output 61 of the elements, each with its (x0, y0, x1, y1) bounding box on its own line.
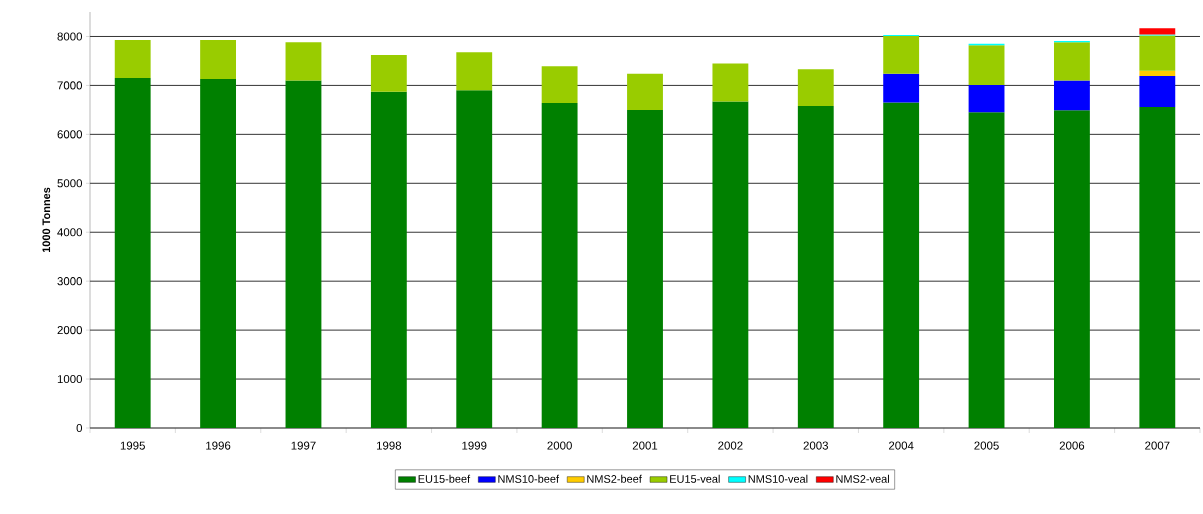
bar (1139, 70, 1176, 77)
bar (1139, 28, 1176, 35)
bar (627, 73, 663, 110)
bar (285, 42, 322, 81)
x-tick-label: 2005 (974, 441, 999, 450)
bar (1139, 76, 1176, 107)
x-tick-label: 1996 (206, 441, 231, 450)
bar (627, 109, 663, 428)
y-tick-label: 3000 (57, 277, 83, 286)
bar (712, 63, 749, 102)
bar (1054, 80, 1090, 111)
x-tick-label: 2003 (803, 441, 828, 450)
legend-label: EU15-beef (418, 474, 471, 483)
bar (114, 78, 151, 428)
bar (370, 91, 407, 428)
y-tick-label: 2000 (57, 326, 83, 335)
x-tick-label: 2000 (547, 441, 572, 450)
legend-label: NMS2-veal (836, 474, 889, 483)
legend-label: NMS10-veal (748, 474, 808, 483)
y-tick-label: 5000 (57, 179, 83, 188)
y-tick-label: 1000 (57, 375, 83, 384)
bar (968, 84, 1005, 113)
bar (883, 73, 920, 103)
legend-label: NMS2-beef (587, 474, 642, 483)
bar (541, 103, 578, 428)
bar (285, 80, 322, 428)
bar (541, 66, 578, 104)
bar (456, 52, 493, 91)
bar (883, 35, 920, 74)
x-tick-label: 2001 (632, 441, 658, 450)
legend-label: EU15-veal (670, 474, 720, 483)
x-tick-label: 1998 (376, 441, 402, 450)
bar (797, 69, 834, 106)
legend-label: NMS10-beef (498, 474, 560, 483)
bar (456, 90, 493, 428)
bar (1054, 110, 1090, 428)
bar (883, 102, 920, 428)
bar (968, 112, 1005, 428)
bar (712, 101, 749, 428)
bar (1139, 106, 1176, 428)
y-tick-label: 8000 (57, 32, 83, 41)
x-tick-label: 1995 (120, 441, 145, 450)
bar (1139, 35, 1176, 71)
bar (968, 45, 1005, 85)
bar (114, 39, 151, 79)
x-tick-label: 2004 (888, 441, 914, 450)
bar (1054, 42, 1090, 81)
x-tick-label: 1997 (291, 441, 316, 450)
y-tick-label: 0 (76, 423, 83, 433)
x-tick-label: 2007 (1145, 441, 1170, 450)
bar (370, 55, 407, 92)
bar (797, 105, 834, 428)
y-axis-title: 1000 Tonnes (42, 187, 51, 253)
y-tick-label: 6000 (57, 130, 83, 139)
x-tick-label: 2006 (1059, 441, 1085, 450)
bar (200, 79, 237, 428)
y-tick-label: 7000 (57, 81, 83, 90)
bar (200, 39, 237, 80)
x-tick-label: 2002 (718, 441, 743, 450)
y-tick-label: 4000 (57, 228, 83, 237)
x-tick-label: 1999 (462, 441, 487, 450)
